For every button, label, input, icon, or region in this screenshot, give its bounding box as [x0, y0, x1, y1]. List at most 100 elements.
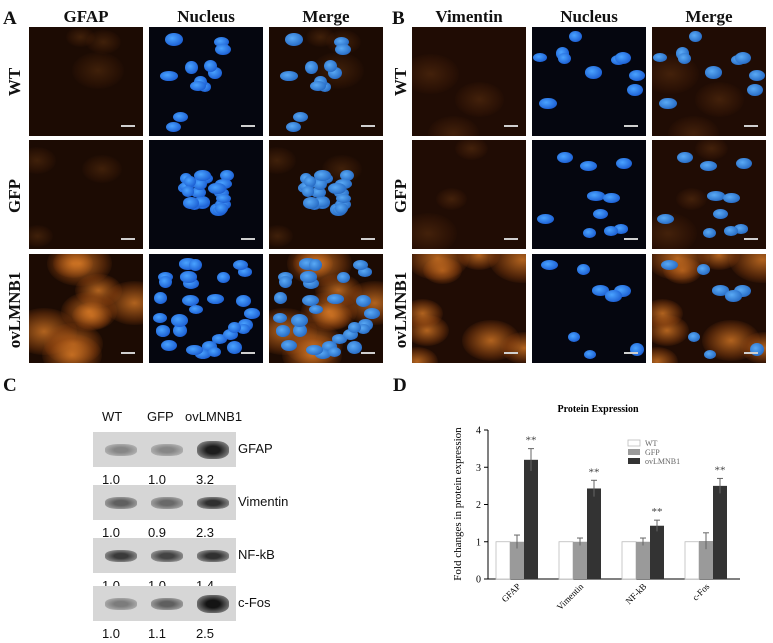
nucleus [347, 322, 362, 334]
panel-a-row-gfp: GFP [5, 179, 24, 213]
stained-cell [455, 82, 505, 117]
blot-band [151, 496, 183, 509]
nucleus [204, 59, 218, 72]
panel-b-row-gfp: GFP [391, 179, 410, 213]
blot-lane-ovlmnb1: ovLMNB1 [185, 409, 243, 424]
nucleus [309, 304, 324, 314]
nucleus [172, 324, 187, 338]
stained-cell [269, 225, 294, 247]
nucleus [213, 37, 229, 48]
nucleus [614, 52, 632, 65]
blot-quantification: 1.0 [101, 626, 121, 641]
nucleus [357, 323, 370, 335]
y-tick-label: 1 [476, 537, 481, 548]
panel-b-col-vimentin: Vimentin [435, 7, 503, 26]
panel-b-micrograph [532, 27, 646, 136]
nucleus [216, 272, 230, 284]
nucleus [279, 275, 292, 288]
nucleus [181, 185, 195, 197]
x-tick-label: Vimentin [555, 581, 586, 612]
blot-band [105, 549, 137, 562]
blot-band [105, 443, 137, 456]
nucleus [292, 112, 308, 123]
panel-a-row-ovlmnb1: ovLMNB1 [5, 271, 24, 349]
nucleus [591, 285, 609, 296]
blot-quantification: 0.9 [147, 525, 167, 540]
nucleus [335, 193, 351, 204]
x-tick-label: c-Fos [690, 581, 712, 603]
stained-cell [42, 333, 103, 363]
nucleus [711, 285, 729, 296]
blot-quantification: 1.0 [101, 525, 121, 540]
nucleus [159, 275, 172, 288]
scale-bar [624, 125, 638, 127]
blot-quantification: 1.0 [101, 472, 121, 487]
nucleus [188, 259, 202, 271]
nucleus [587, 191, 606, 201]
panel-a-micrograph [269, 140, 383, 249]
nucleus [556, 152, 573, 164]
nucleus [734, 224, 748, 234]
blot-strip [93, 586, 236, 621]
nucleus [339, 169, 355, 181]
x-tick-label: GFAP [500, 581, 523, 604]
nucleus [603, 193, 620, 204]
nucleus [298, 258, 317, 270]
nucleus [208, 182, 227, 195]
stained-cell [435, 187, 468, 211]
nucleus [696, 263, 710, 275]
nucleus [676, 152, 693, 164]
stained-cell [501, 331, 526, 363]
stained-cell [412, 213, 457, 249]
nucleus [185, 61, 198, 74]
nucleus [207, 293, 225, 304]
nucleus [700, 160, 718, 172]
significance-marker: ** [526, 435, 537, 447]
nucleus [677, 52, 692, 64]
nucleus [184, 175, 197, 188]
nucleus [358, 266, 373, 277]
blot-quantification: 2.3 [195, 525, 215, 540]
nucleus [160, 340, 177, 352]
y-tick-label: 0 [476, 575, 481, 586]
blot-lane-gfp: GFP [147, 409, 174, 424]
nucleus [194, 169, 211, 181]
nucleus [324, 59, 338, 72]
blot-quantification: 2.5 [195, 626, 215, 641]
y-tick-label: 3 [476, 463, 481, 474]
panel-b-micrograph [532, 254, 646, 363]
panel-b-col-nucleus: Nucleus [560, 7, 618, 26]
nucleus [629, 70, 645, 81]
stained-cell [457, 254, 501, 270]
nucleus [592, 209, 609, 220]
blot-band [197, 549, 229, 562]
legend-label: GFP [645, 448, 660, 457]
panel-a-col-nucleus: Nucleus [177, 7, 235, 26]
blot-band [197, 496, 229, 509]
blot-protein-label: GFAP [238, 441, 273, 456]
nucleus [308, 259, 322, 271]
nucleus [211, 334, 227, 344]
blot-protein-label: NF-kB [238, 547, 275, 562]
blot-band [197, 440, 229, 459]
stained-cell [652, 347, 678, 363]
nucleus [749, 70, 765, 81]
panel-b-micrograph [532, 140, 646, 249]
nucleus [704, 66, 722, 79]
nucleus [223, 329, 239, 341]
stained-cell [427, 115, 479, 136]
panel-b-micrograph [652, 140, 766, 249]
nucleus [346, 340, 362, 354]
scale-bar [744, 238, 758, 240]
panel-letter-d: D [393, 375, 407, 396]
bar-ovlmnb1-c-fos [713, 485, 727, 579]
nucleus [687, 332, 700, 343]
blot-band [105, 597, 137, 610]
nucleus [567, 332, 580, 343]
nucleus [712, 209, 729, 220]
blot-quantification: 3.2 [195, 472, 215, 487]
panel-a-micrograph [149, 254, 263, 363]
nucleus [286, 121, 302, 132]
nucleus [292, 324, 307, 338]
nucleus [616, 158, 632, 170]
